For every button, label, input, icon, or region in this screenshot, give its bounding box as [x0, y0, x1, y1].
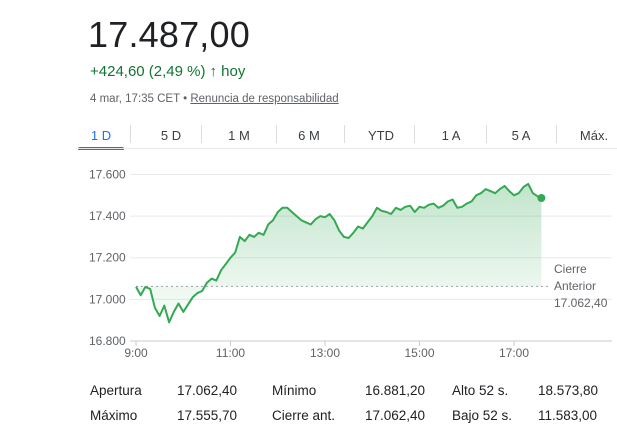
- stat-value: 18.573,80: [538, 383, 599, 398]
- stats-table: Apertura 17.062,40 Mínimo 16.881,20 Alto…: [90, 383, 617, 433]
- price-chart: 16.800 17.000 17.200 17.400 17.600 9:00 11:00…: [89, 167, 612, 360]
- tab-divider: [201, 125, 202, 143]
- tab-label: 6 M: [298, 127, 320, 143]
- y-tick-label: 17.200: [89, 251, 126, 265]
- tab-divider: [276, 125, 277, 143]
- stat-label: Cierre ant.: [272, 408, 336, 423]
- tab-max[interactable]: Máx.: [569, 121, 617, 149]
- quote-timestamp: 4 mar, 17:35 CET: [90, 93, 180, 105]
- y-tick-label: 17.000: [89, 292, 126, 306]
- change-value: +424,60 (2,49 %): [90, 63, 206, 80]
- stat-label: Máximo: [90, 408, 138, 423]
- current-price: 17.487,00: [88, 14, 250, 55]
- stat-label: Mínimo: [272, 383, 317, 398]
- x-tick-label: 11:00: [216, 346, 245, 360]
- range-tabs: 1 D 5 D 1 M 6 M YTD 1 A 5 A Máx.: [76, 121, 617, 150]
- tabs-divider: [76, 148, 617, 149]
- stats-row: Apertura 17.062,40 Mínimo 16.881,20 Alto…: [90, 383, 617, 408]
- tab-label: 1 D: [90, 127, 112, 143]
- tab-divider: [130, 125, 131, 143]
- tab-divider: [414, 125, 415, 143]
- tab-label: YTD: [368, 127, 394, 143]
- stat-value: 17.555,70: [177, 408, 238, 423]
- tab-label: 1 M: [228, 127, 250, 143]
- previous-close-label: Anterior: [554, 279, 596, 293]
- current-price-dot: [537, 194, 546, 203]
- y-tick-label: 16.800: [89, 334, 126, 348]
- tab-1d[interactable]: 1 D: [76, 121, 126, 150]
- tab-6m[interactable]: 6 M: [284, 121, 334, 149]
- arrow-up-icon: ↑: [209, 63, 218, 80]
- previous-close-value: 17.062,40: [554, 296, 608, 310]
- tab-label: 5 A: [511, 127, 531, 143]
- tab-divider: [486, 125, 487, 143]
- y-tick-label: 17.600: [89, 167, 126, 181]
- tab-1m[interactable]: 1 M: [214, 121, 264, 149]
- stat-value: 17.062,40: [177, 383, 238, 398]
- tab-label: 5 D: [160, 127, 182, 143]
- x-tick-label: 13:00: [310, 346, 340, 360]
- stat-label: Apertura: [90, 383, 142, 398]
- tab-label: 1 A: [441, 127, 461, 143]
- price-change: +424,60 (2,49 %) ↑ hoy: [90, 63, 245, 80]
- x-tick-label: 9:00: [124, 346, 148, 360]
- change-period: hoy: [221, 63, 246, 80]
- tab-5a[interactable]: 5 A: [496, 121, 546, 149]
- tab-5d[interactable]: 5 D: [146, 121, 196, 149]
- y-axis-labels: 16.800 17.000 17.200 17.400 17.600: [89, 167, 126, 348]
- tab-divider: [556, 125, 557, 143]
- previous-close-label: Cierre: [554, 262, 587, 276]
- tab-divider: [344, 125, 345, 143]
- tab-label: Máx.: [579, 127, 609, 143]
- stat-label: Bajo 52 s.: [452, 408, 513, 423]
- price-area: [136, 183, 542, 323]
- quote-meta: 4 mar, 17:35 CET • Renuncia de responsab…: [90, 93, 339, 105]
- stat-value: 16.881,20: [365, 383, 426, 398]
- price-line: [135, 182, 542, 324]
- x-tick-label: 15:00: [404, 346, 434, 360]
- tab-ytd[interactable]: YTD: [356, 121, 406, 149]
- stat-value: 11.583,00: [538, 408, 598, 423]
- x-tick-label: 17:00: [499, 346, 529, 360]
- stat-label: Alto 52 s.: [452, 383, 509, 398]
- y-tick-label: 17.400: [89, 209, 126, 223]
- disclaimer-link[interactable]: Renuncia de responsabilidad: [190, 93, 339, 105]
- x-axis-labels: 9:00 11:00 13:00 15:00 17:00: [124, 346, 529, 360]
- meta-separator: •: [183, 93, 188, 105]
- tab-1a[interactable]: 1 A: [426, 121, 476, 149]
- stat-value: 17.062,40: [365, 408, 426, 423]
- stats-row: Máximo 17.555,70 Cierre ant. 17.062,40 B…: [90, 408, 617, 433]
